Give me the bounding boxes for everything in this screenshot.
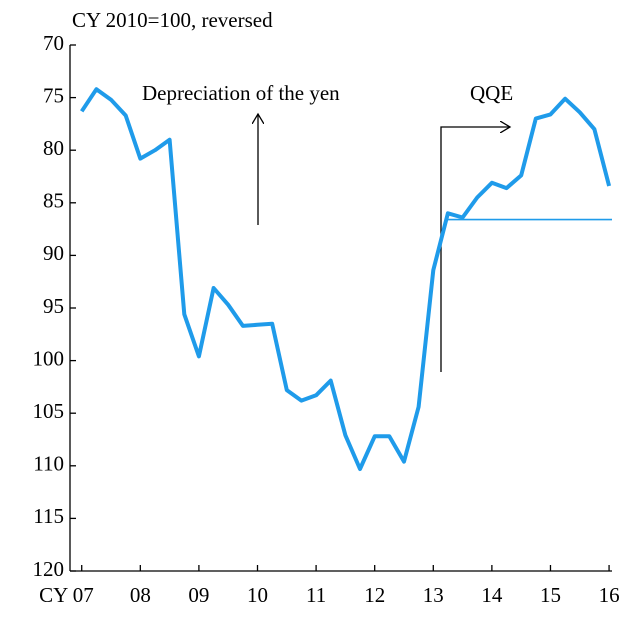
subtitle: CY 2010=100, reversed: [72, 8, 273, 32]
x-tick-label: 12: [364, 583, 385, 607]
x-tick-label: 15: [540, 583, 561, 607]
y-tick-label: 70: [43, 31, 64, 55]
y-tick-label: 110: [33, 452, 64, 476]
x-tick-label: 13: [423, 583, 444, 607]
y-tick-label: 105: [33, 399, 65, 423]
y-tick-label: 100: [33, 346, 65, 370]
y-tick-label: 115: [33, 504, 64, 528]
arrow: [440, 127, 510, 372]
data-line: [80, 87, 612, 471]
y-tick-label: 85: [43, 189, 64, 213]
annotation: Depreciation of the yen: [142, 81, 340, 105]
x-tick-label: 16: [599, 583, 620, 607]
y-tick-label: 90: [43, 241, 64, 265]
x-tick-label: 14: [481, 583, 503, 607]
y-tick-label: 120: [33, 557, 65, 581]
x-tick-label: 11: [306, 583, 326, 607]
x-tick-label: CY 07: [39, 583, 94, 607]
y-tick-label: 95: [43, 294, 64, 318]
x-tick-label: 08: [130, 583, 151, 607]
annotation: QQE: [470, 81, 513, 105]
x-tick-label: 10: [247, 583, 268, 607]
y-tick-label: 75: [43, 83, 64, 107]
x-tick-label: 09: [188, 583, 209, 607]
y-tick-label: 80: [43, 136, 64, 160]
